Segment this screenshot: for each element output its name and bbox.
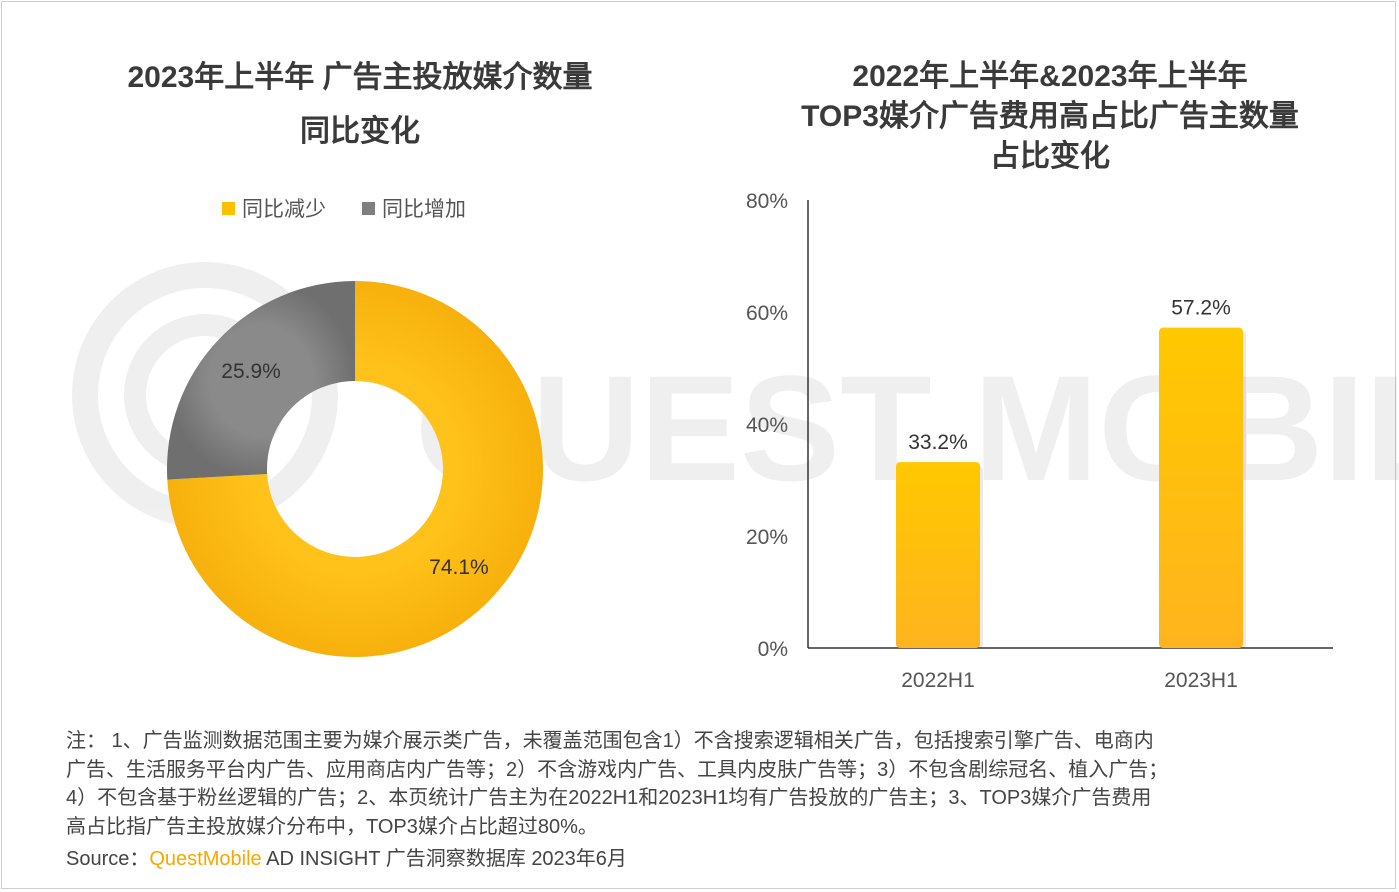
donut-slice-increase xyxy=(167,281,355,480)
bar-data-label: 57.2% xyxy=(1171,297,1231,320)
legend-label-decrease: 同比减少 xyxy=(242,198,326,221)
footnotes: 注： 1、广告监测数据范围主要为媒介展示类广告，未覆盖范围包含1）不含搜索逻辑相… xyxy=(66,727,1356,841)
source-brand: QuestMobile xyxy=(149,848,262,870)
y-tick-label: 80% xyxy=(746,190,788,213)
y-tick-label: 20% xyxy=(746,526,788,549)
legend-swatch-decrease xyxy=(222,201,235,215)
right-title-line-1: 2022年上半年&2023年上半年 xyxy=(852,60,1248,93)
donut-label-decrease: 74.1% xyxy=(429,556,489,579)
footnote-line-3: 4）不包含基于粉丝逻辑的广告；2、本页统计广告主为在2022H1和2023H1均… xyxy=(66,787,1152,809)
footnote-line-4: 高占比指广告主投放媒介分布中，TOP3媒介占比超过80%。 xyxy=(66,815,598,838)
source-prefix: Source： xyxy=(66,848,150,870)
x-category-label: 2022H1 xyxy=(901,669,975,692)
donut-legend: 同比减少 同比增加 xyxy=(222,193,502,223)
left-chart-title: 2023年上半年 广告主投放媒介数量 同比变化 xyxy=(60,58,660,152)
right-chart-title: 2022年上半年&2023年上半年 TOP3媒介广告费用高占比广告主数量 占比变… xyxy=(700,57,1399,177)
footnote-line-2: 广告、生活服务平台内广告、应用商店内广告等；2）不含游戏内广告、工具内皮肤广告等… xyxy=(66,758,1169,781)
bar-2022H1 xyxy=(896,462,980,648)
x-category-label: 2023H1 xyxy=(1164,669,1238,692)
legend-label-increase: 同比增加 xyxy=(382,198,466,221)
donut-slice-decrease xyxy=(167,281,544,658)
left-title-line-1: 2023年上半年 广告主投放媒介数量 xyxy=(127,61,593,94)
bar-chart: 0% 20% 40% 60% 80% 33.2% 2022H1 57.2% 2023H1 xyxy=(746,190,1333,692)
y-tick-label: 0% xyxy=(758,638,788,661)
right-title-line-3: 占比变化 xyxy=(990,140,1110,173)
legend-item-decrease: 同比减少 xyxy=(222,193,326,223)
legend-swatch-increase xyxy=(362,201,375,215)
right-title-line-2: TOP3媒介广告费用高占比广告主数量 xyxy=(801,100,1299,133)
y-tick-label: 40% xyxy=(746,414,788,437)
source-line: Source：QuestMobile AD INSIGHT 广告洞察数据库 20… xyxy=(66,842,627,871)
bar-data-label: 33.2% xyxy=(908,431,968,454)
donut-label-increase: 25.9% xyxy=(221,360,281,383)
footnote-line-1: 注： 1、广告监测数据范围主要为媒介展示类广告，未覆盖范围包含1）不含搜索逻辑相… xyxy=(66,730,1154,752)
source-rest: AD INSIGHT 广告洞察数据库 2023年6月 xyxy=(261,848,627,870)
y-tick-label: 60% xyxy=(746,302,788,325)
bar-2023H1 xyxy=(1159,327,1243,648)
legend-item-increase: 同比增加 xyxy=(362,193,466,223)
donut-chart: 74.1% 25.9% xyxy=(167,281,544,658)
left-title-line-2: 同比变化 xyxy=(300,115,420,148)
